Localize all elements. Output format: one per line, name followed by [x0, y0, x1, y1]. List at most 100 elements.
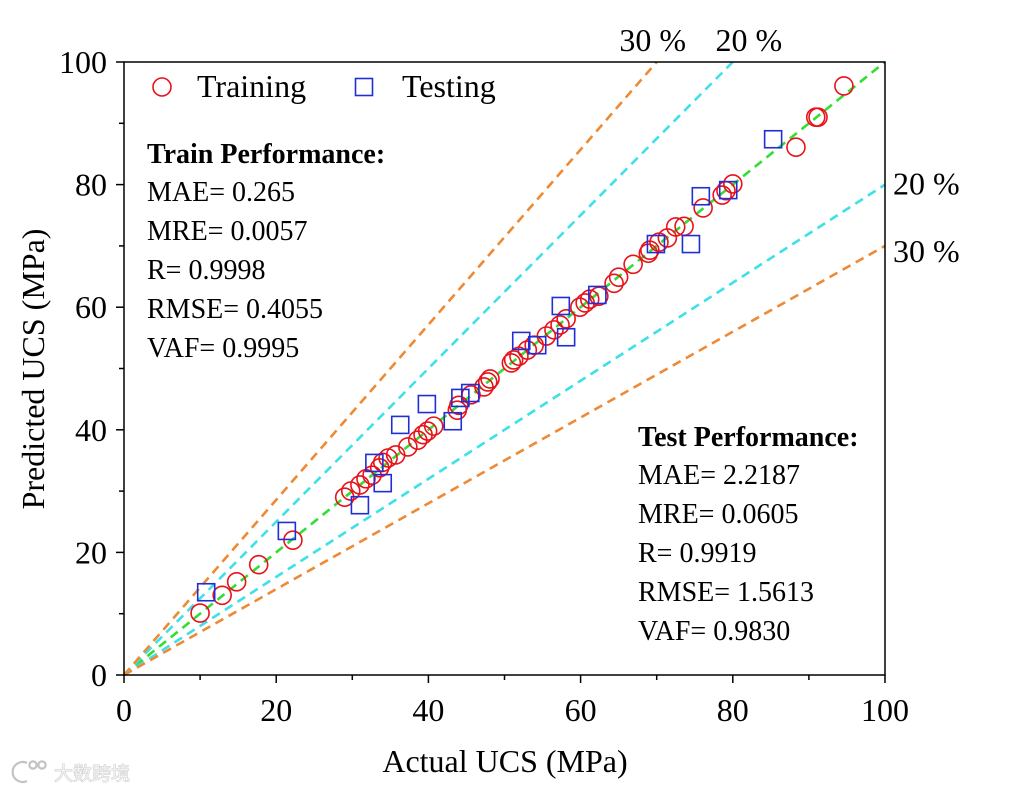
watermark: 大数跨境	[11, 760, 130, 785]
y-axis-title: Predicted UCS (MPa)	[15, 229, 51, 510]
metric-value: 0.9995	[222, 333, 299, 364]
training-point	[423, 416, 444, 436]
testing-point	[763, 129, 783, 149]
reference-label-lower-30: 30 %	[893, 233, 960, 269]
train-metric-rmse: RMSE= 0.4055	[147, 294, 323, 325]
watermark-text: 大数跨境	[54, 763, 130, 785]
x-tick-label: 100	[861, 692, 909, 728]
legend-label-testing: Testing	[402, 68, 496, 104]
metric-label: MRE=	[147, 216, 223, 247]
metric-value: 0.4055	[246, 294, 323, 325]
test-metric-rmse: RMSE= 1.5613	[638, 577, 814, 608]
y-tick-label: 0	[91, 657, 107, 693]
training-point	[544, 320, 564, 340]
metric-label: MRE=	[638, 499, 714, 530]
training-point	[501, 353, 522, 373]
testing-point	[460, 383, 480, 403]
training-point	[350, 475, 370, 495]
training-point	[570, 297, 590, 318]
reference-line-upper-30	[123, 61, 658, 676]
train-metric-r: R= 0.9998	[147, 255, 265, 286]
train-metric-mae: MAE= 0.265	[147, 177, 295, 208]
legend-square-marker	[354, 77, 374, 97]
x-axis-ticks	[123, 675, 886, 683]
metric-value: 0.9998	[188, 255, 265, 286]
reference-line-labels: 20 % 30 % 20 % 30 %	[619, 22, 959, 269]
testing-point	[551, 296, 571, 316]
reference-line-lower-20	[123, 183, 886, 677]
train-metric-vaf: VAF= 0.9995	[147, 333, 299, 364]
test-metric-r: R= 0.9919	[638, 538, 756, 569]
reference-label-lower-20: 20 %	[893, 166, 960, 202]
testing-point	[681, 234, 701, 254]
training-point	[477, 372, 498, 392]
watermark-logo-arc	[11, 760, 28, 784]
test-metric-mae: MAE= 2.2187	[638, 460, 800, 491]
training-point	[579, 289, 600, 310]
metric-label: RMSE=	[638, 577, 730, 608]
test-metric-mre: MRE= 0.0605	[638, 499, 798, 530]
metric-value: 0.265	[232, 177, 295, 208]
testing-point	[527, 335, 547, 355]
testing-point	[196, 582, 216, 602]
metric-label: RMSE=	[147, 294, 239, 325]
test-metric-vaf: VAF= 0.9830	[638, 616, 790, 647]
testing-point	[718, 180, 738, 200]
legend-label-training: Training	[197, 68, 306, 104]
watermark-logo-icon	[11, 760, 47, 784]
training-point	[623, 254, 643, 275]
training-point	[398, 437, 418, 457]
y-tick-label: 60	[75, 289, 107, 325]
training-point	[503, 350, 524, 370]
reference-label-upper-30: 30 %	[619, 22, 686, 58]
metric-value: 0.0057	[230, 216, 307, 247]
data-markers	[190, 76, 854, 623]
metric-label: MAE=	[638, 460, 716, 491]
metric-label: VAF=	[638, 616, 706, 647]
y-tick-label: 20	[75, 534, 107, 570]
testing-point	[417, 394, 437, 414]
testing-point	[588, 285, 607, 305]
test-performance-box: Test Performance: MAE= 2.2187 MRE= 0.060…	[638, 422, 859, 647]
metric-label: R=	[638, 538, 672, 569]
testing-point	[556, 327, 576, 347]
train-metric-mre: MRE= 0.0057	[147, 216, 307, 247]
training-point	[556, 309, 576, 329]
metric-label: VAF=	[147, 333, 215, 364]
x-tick-label: 80	[717, 692, 749, 728]
testing-point	[646, 234, 666, 254]
training-point	[808, 107, 828, 127]
training-point	[608, 267, 629, 287]
reference-line-lower-30	[123, 244, 886, 677]
legend-circle-marker	[152, 77, 172, 97]
training-point	[550, 315, 570, 335]
y-tick-label: 80	[75, 167, 107, 203]
watermark-logo-dot	[28, 760, 38, 770]
metric-label: MAE=	[147, 177, 225, 208]
reference-line-upper-20	[123, 61, 734, 676]
training-point	[190, 603, 210, 623]
training-point	[449, 395, 469, 416]
x-axis-tick-labels: 0 20 40 60 80 100	[116, 692, 909, 728]
testing-point	[451, 388, 470, 408]
metric-value: 1.5613	[737, 577, 814, 608]
x-tick-label: 20	[260, 692, 292, 728]
legend: Training Testing	[152, 68, 496, 104]
legend-item-training: Training	[152, 68, 306, 104]
testing-point	[277, 521, 297, 541]
training-point	[604, 273, 624, 294]
metric-value: 0.9830	[713, 616, 790, 647]
testing-point	[365, 453, 384, 473]
training-point	[248, 554, 269, 575]
training-point	[212, 585, 232, 606]
train-performance-box: Train Performance: MAE= 0.265 MRE= 0.005…	[147, 139, 385, 364]
training-point	[480, 369, 500, 389]
training-point	[226, 572, 247, 592]
testing-series	[196, 129, 783, 602]
training-point	[693, 198, 713, 218]
x-axis-title: Actual UCS (MPa)	[382, 743, 627, 779]
training-point	[417, 421, 438, 441]
reference-label-upper-20: 20 %	[715, 22, 782, 58]
